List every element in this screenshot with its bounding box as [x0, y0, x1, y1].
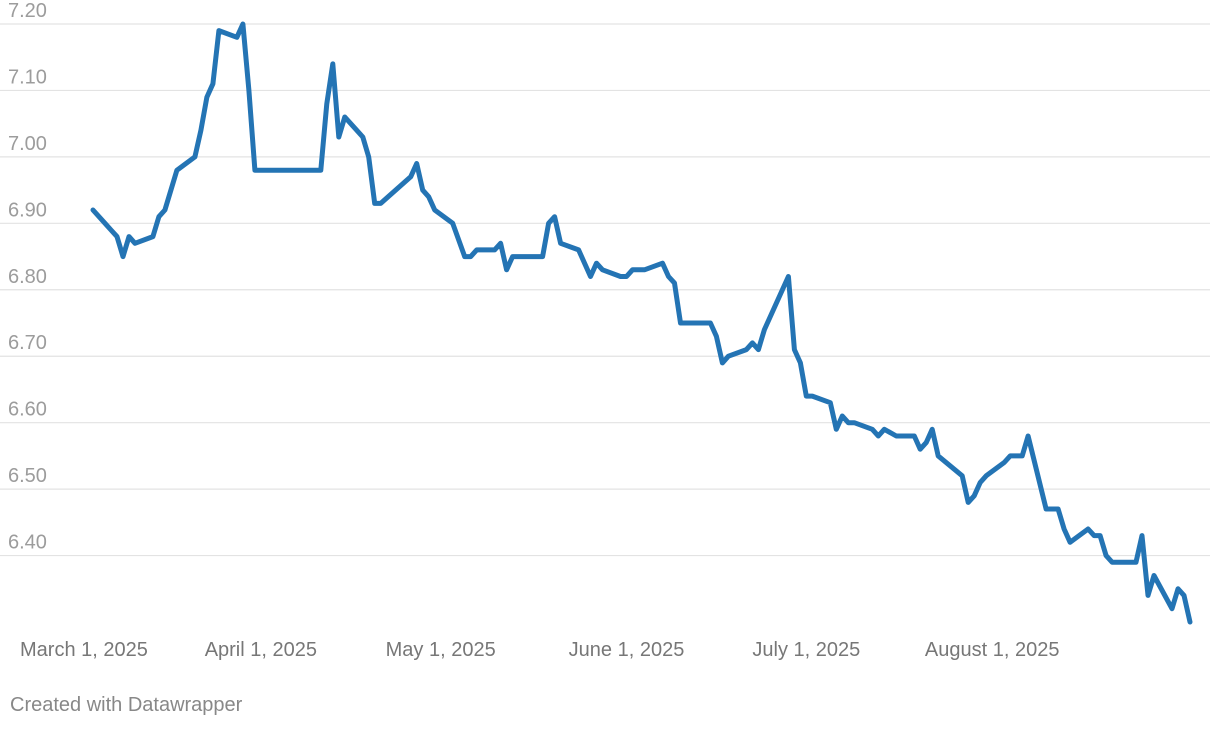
x-tick-label: May 1, 2025 — [386, 639, 496, 661]
x-tick-label: April 1, 2025 — [205, 639, 317, 661]
y-tick-label: 6.90 — [8, 199, 47, 221]
y-tick-label: 6.80 — [8, 266, 47, 288]
y-axis-tick-labels: 6.40 6.50 6.60 6.70 6.80 6.90 7.00 7.10 7.20 — [8, 0, 47, 554]
y-tick-label: 6.70 — [8, 332, 47, 354]
y-tick-label: 7.10 — [8, 66, 47, 88]
y-tick-label: 7.20 — [8, 0, 47, 22]
gridlines — [0, 23, 1210, 557]
x-tick-label: August 1, 2025 — [925, 639, 1060, 661]
y-tick-label: 6.60 — [8, 399, 47, 421]
y-tick-label: 6.50 — [8, 465, 47, 487]
datawrapper-credit: Created with Datawrapper — [10, 694, 243, 716]
x-tick-label: March 1, 2025 — [20, 639, 148, 661]
line-chart: 6.40 6.50 6.60 6.70 6.80 6.90 7.00 7.10 7.20 Mar… — [0, 0, 1210, 661]
y-tick-label: 6.40 — [8, 532, 47, 554]
y-tick-label: 7.00 — [8, 133, 47, 155]
series-line — [90, 21, 1193, 625]
x-tick-label: July 1, 2025 — [752, 639, 860, 661]
x-tick-label: June 1, 2025 — [569, 639, 685, 661]
x-axis-tick-labels: March 1, 2025 April 1, 2025 May 1, 2025 Jun… — [20, 639, 1059, 661]
series-lines — [90, 21, 1193, 625]
